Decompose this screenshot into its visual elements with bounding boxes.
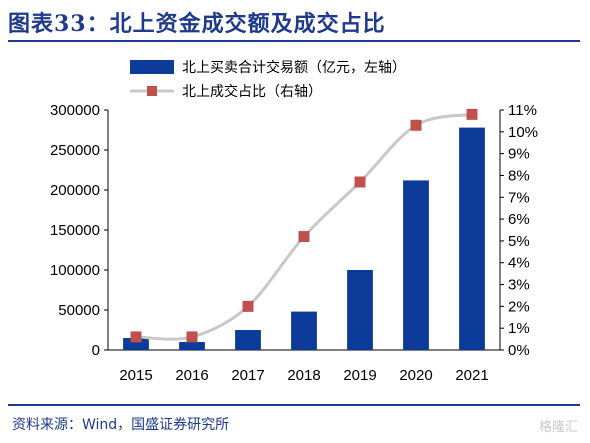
y-left-tick-label: 50000 [58,302,100,319]
bar [179,342,205,350]
y-right-tick-label: 5% [508,233,530,250]
line-marker [466,108,478,120]
line-series [130,108,478,343]
bar [459,127,485,350]
bar [403,180,429,350]
line-marker [298,231,310,243]
y-right-tick-label: 4% [508,255,530,272]
bar [291,311,317,350]
figure-footer: 资料来源：Wind，国盛证券研究所 格隆汇 [0,404,590,443]
line-marker [410,119,422,131]
x-tick-label: 2015 [119,367,152,384]
y-right-tick-label: 3% [508,277,530,294]
y-left-tick-label: 150000 [50,222,100,239]
figure-title: 图表33：北上资金成交额及成交占比 [8,11,386,37]
bar-series [123,127,485,350]
source-note: 资料来源：Wind，国盛证券研究所 [12,417,230,433]
legend-swatch-marker [147,86,157,96]
bar [123,338,149,350]
legend-swatch-bar [130,60,174,74]
y-right-tick-label: 0% [508,342,530,359]
chart-area: 北上买卖合计交易额（亿元，左轴） 北上成交占比（右轴） 0 50000 100000 1… [50,59,538,384]
y-left-tick-label: 250000 [50,142,100,159]
y-right-tick-label: 6% [508,211,530,228]
x-tick-label: 2018 [287,367,320,384]
x-tick-label: 2016 [175,367,208,384]
y-right-tick-label: 9% [508,146,530,163]
x-tick-label: 2017 [231,367,264,384]
source-divider [8,404,580,406]
legend-label-bar: 北上买卖合计交易额（亿元，左轴） [182,59,406,76]
y-right-tick-label: 1% [508,320,530,337]
y-right-tick-label: 11% [508,102,537,119]
chart-axes: 0 50000 100000 150000 200000 250000 300000 0% 1%… [50,102,538,384]
y-left-tick-label: 0 [92,342,100,359]
line-marker [354,176,366,188]
legend-label-line: 北上成交占比（右轴） [182,83,322,100]
y-right-tick-label: 10% [508,124,538,141]
chart-legend: 北上买卖合计交易额（亿元，左轴） 北上成交占比（右轴） [130,59,406,100]
line-marker [242,300,254,312]
figure-header: 图表33：北上资金成交额及成交占比 [0,0,590,44]
y-right-tick-label: 2% [508,298,530,315]
title-divider [8,40,580,42]
x-tick-label: 2019 [343,367,376,384]
bar [347,270,373,350]
y-left-tick-label: 100000 [50,262,100,279]
y-left-tick-label: 300000 [50,102,100,119]
x-tick-label: 2020 [399,367,432,384]
line-marker [130,331,142,343]
bar [235,330,261,350]
line-marker [186,331,198,343]
x-tick-label: 2021 [455,367,488,384]
y-right-tick-label: 7% [508,189,530,206]
y-right-tick-label: 8% [508,167,530,184]
y-left-tick-label: 200000 [50,182,100,199]
watermark-logo: 格隆汇 [538,420,578,435]
